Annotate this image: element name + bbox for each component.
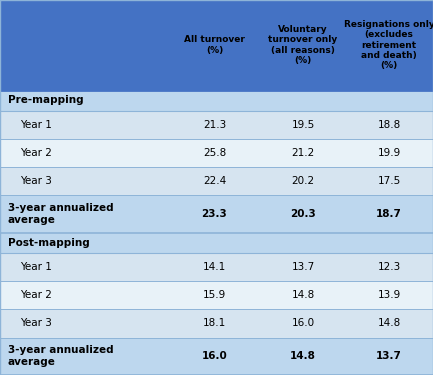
Text: 22.4: 22.4	[203, 176, 226, 186]
Text: 18.7: 18.7	[376, 209, 402, 219]
Bar	[0, 139, 433, 167]
Text: Pre-mapping: Pre-mapping	[8, 95, 84, 105]
Text: Resignations only
(excludes
retirement
and death)
(%): Resignations only (excludes retirement a…	[344, 20, 433, 70]
Bar	[0, 281, 433, 309]
Text: 20.3: 20.3	[290, 209, 316, 219]
Text: 16.0: 16.0	[202, 351, 227, 361]
Text: Year 1: Year 1	[20, 262, 52, 272]
Bar	[0, 232, 433, 253]
Bar	[0, 195, 433, 232]
Text: Year 3: Year 3	[20, 318, 52, 328]
Text: Year 1: Year 1	[20, 120, 52, 130]
Text: 13.9: 13.9	[378, 290, 401, 300]
Text: 14.1: 14.1	[203, 262, 226, 272]
Text: 17.5: 17.5	[378, 176, 401, 186]
Text: 18.8: 18.8	[378, 120, 401, 130]
Bar	[0, 90, 433, 111]
Text: Voluntary
turnover only
(all reasons)
(%): Voluntary turnover only (all reasons) (%…	[268, 25, 338, 65]
Text: 21.2: 21.2	[291, 148, 315, 158]
Text: Year 3: Year 3	[20, 176, 52, 186]
Text: 12.3: 12.3	[378, 262, 401, 272]
Text: 23.3: 23.3	[202, 209, 227, 219]
Bar	[0, 111, 433, 139]
Text: 25.8: 25.8	[203, 148, 226, 158]
Text: 14.8: 14.8	[291, 290, 315, 300]
Text: 14.8: 14.8	[378, 318, 401, 328]
Text: 13.7: 13.7	[291, 262, 315, 272]
Text: 15.9: 15.9	[203, 290, 226, 300]
Bar	[0, 309, 433, 338]
Bar	[0, 338, 433, 375]
Text: All turnover
(%): All turnover (%)	[184, 35, 245, 55]
Text: 3-year annualized
average: 3-year annualized average	[8, 203, 113, 225]
Text: 14.8: 14.8	[290, 351, 316, 361]
Text: Year 2: Year 2	[20, 148, 52, 158]
Text: 20.2: 20.2	[291, 176, 314, 186]
Text: 19.9: 19.9	[378, 148, 401, 158]
Bar	[0, 0, 433, 90]
Text: 18.1: 18.1	[203, 318, 226, 328]
Text: 19.5: 19.5	[291, 120, 315, 130]
Text: 3-year annualized
average: 3-year annualized average	[8, 345, 113, 367]
Text: Year 2: Year 2	[20, 290, 52, 300]
Text: 21.3: 21.3	[203, 120, 226, 130]
Bar	[0, 253, 433, 281]
Text: 16.0: 16.0	[291, 318, 314, 328]
Bar	[0, 167, 433, 195]
Text: 13.7: 13.7	[376, 351, 402, 361]
Text: Post-mapping: Post-mapping	[8, 238, 90, 248]
